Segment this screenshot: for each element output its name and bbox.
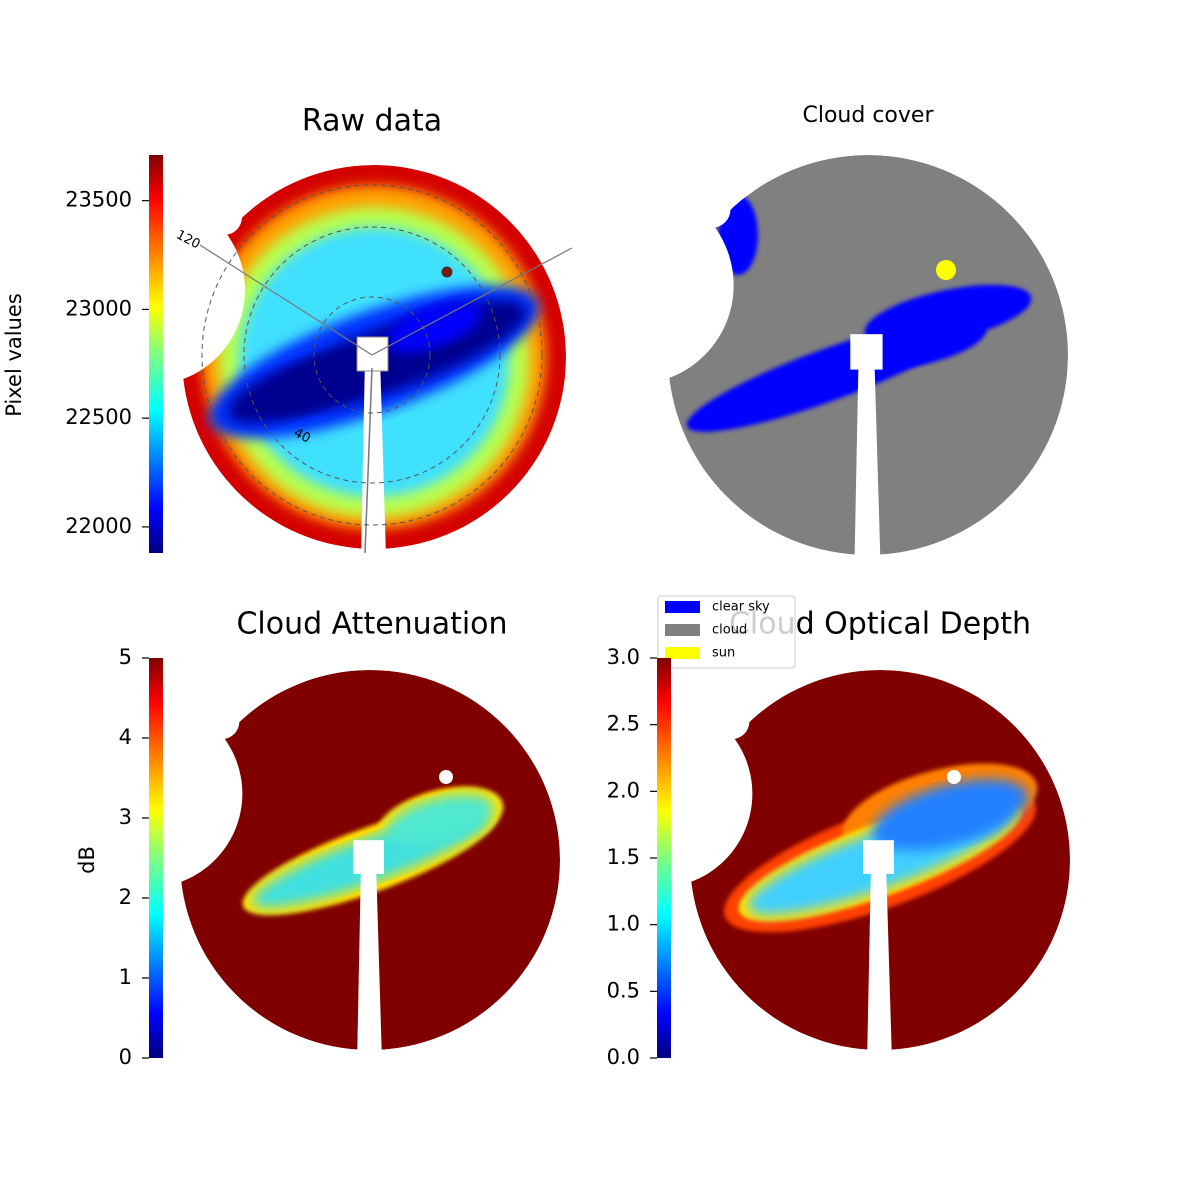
colorbar-tick-label: 2.5 (607, 712, 640, 736)
image-region (718, 195, 758, 275)
colorbar-tick-label: 22000 (65, 514, 132, 538)
panel-title: Cloud cover (803, 103, 935, 128)
image-region (869, 321, 987, 369)
image-region (228, 350, 380, 424)
colorbar-tick-label: 1.5 (607, 845, 640, 869)
colorbar-tick-label: 1 (119, 965, 132, 989)
colorbar (657, 658, 671, 1058)
sky-image (668, 155, 1068, 555)
sun-marker (441, 266, 453, 278)
sky-image (180, 670, 560, 1050)
sun-marker (936, 260, 956, 280)
panel-title: Raw data (302, 104, 442, 139)
polar-grid (243, 226, 501, 484)
polar-grid (201, 184, 543, 526)
colorbar-tick-label: 23000 (65, 296, 132, 320)
colorbar-tick-label: 22500 (65, 405, 132, 429)
image-region (386, 794, 494, 846)
mast (356, 336, 389, 372)
sun-marker (947, 770, 961, 784)
polar-label: 120 (174, 228, 203, 253)
colorbar-tick-label: 0.5 (607, 978, 640, 1002)
colorbar-label: Pixel values (2, 293, 26, 417)
polar-axis (199, 244, 373, 356)
colorbar (149, 155, 163, 553)
legend-swatch (665, 647, 700, 659)
polar-grid (313, 296, 431, 414)
colorbar-tick-label: 5 (119, 645, 132, 669)
polar-axis (371, 247, 573, 356)
legend-label: sun (712, 646, 735, 661)
legend-label: clear sky (712, 600, 770, 615)
sky-image (690, 670, 1070, 1050)
colorbar-tick-label: 2 (119, 885, 132, 909)
image-region (386, 301, 482, 353)
image-region (864, 284, 1032, 346)
colorbar-tick-label: 2.0 (607, 778, 640, 802)
colorbar-tick-label: 3 (119, 805, 132, 829)
sun-marker (439, 770, 453, 784)
colorbar (149, 658, 163, 1058)
legend-swatch (665, 601, 700, 613)
legend-label: cloud (712, 623, 747, 638)
colorbar-tick-label: 23500 (65, 188, 132, 212)
colorbar-tick-label: 3.0 (607, 645, 640, 669)
panel-title: Cloud Attenuation (236, 607, 507, 642)
colorbar-label: dB (75, 846, 99, 874)
legend-swatch (665, 624, 700, 636)
colorbar-tick-label: 0 (119, 1045, 132, 1069)
image-region (872, 779, 1028, 851)
colorbar-tick-label: 4 (119, 725, 132, 749)
mast-line (364, 367, 373, 554)
colorbar-tick-label: 0.0 (607, 1045, 640, 1069)
polar-label: 40 (291, 425, 313, 446)
colorbar-tick-label: 1.0 (607, 912, 640, 936)
